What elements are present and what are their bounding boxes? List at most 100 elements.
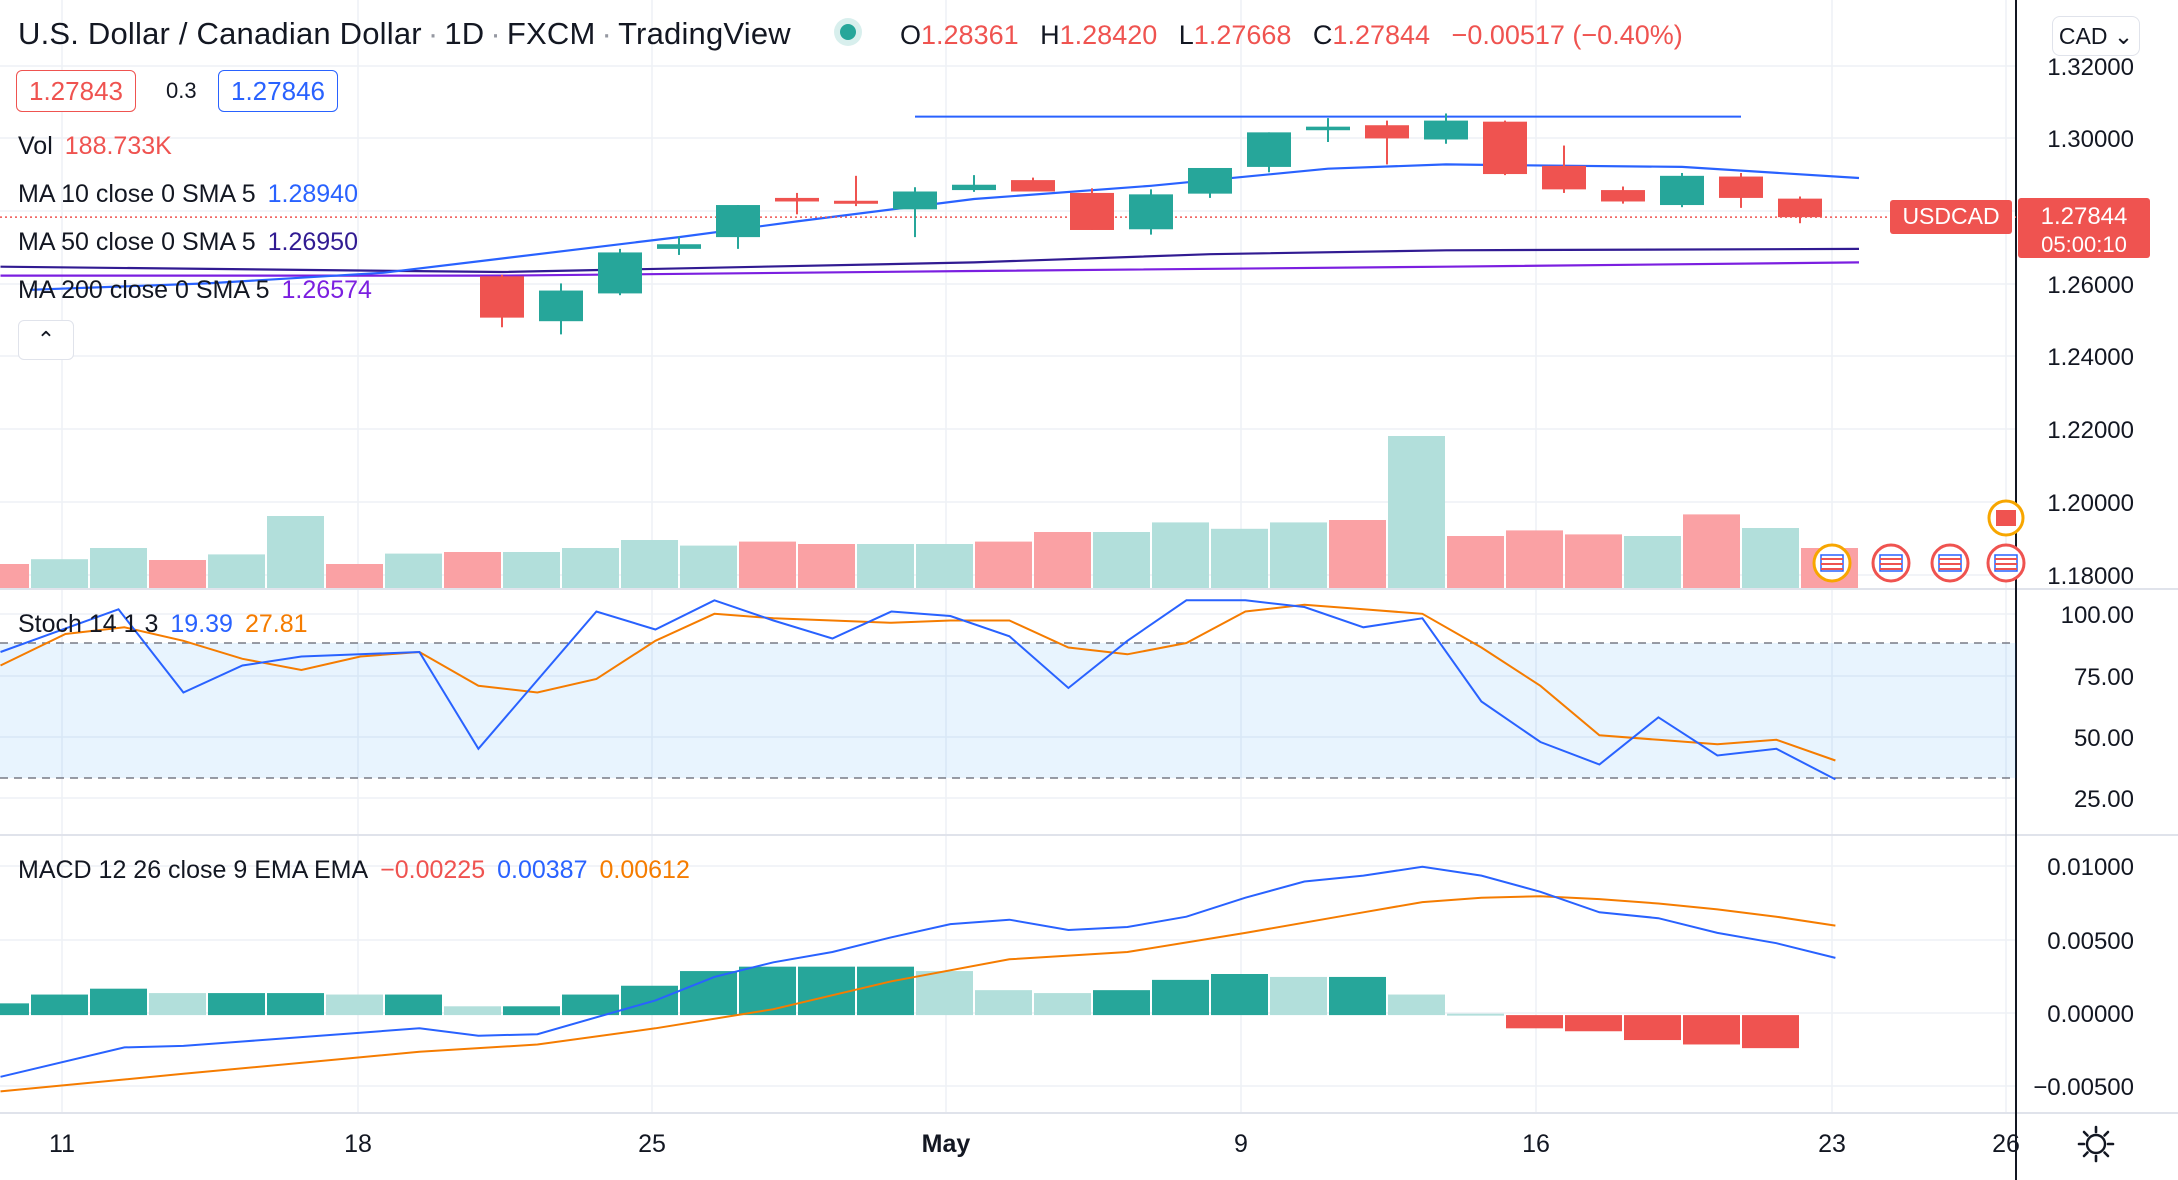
- volume-bar: [857, 544, 914, 588]
- stoch-tick-label: 100.00: [2061, 602, 2134, 629]
- event-flags[interactable]: [1812, 499, 2026, 583]
- macd-hist-bar: [385, 994, 442, 1016]
- macd-hist-bar: [1093, 990, 1150, 1016]
- time-tick-label: May: [922, 1130, 971, 1158]
- candle-body: [1365, 125, 1409, 139]
- macd-tick-label: −0.00500: [2033, 1074, 2134, 1101]
- volume-bar: [680, 545, 737, 588]
- macd-hist-bar: [1683, 1015, 1740, 1045]
- candle-body: [657, 244, 701, 249]
- macd-tick-label: 0.01000: [2047, 854, 2134, 881]
- macd-signal-value: 0.00612: [599, 856, 690, 884]
- volume-bar: [90, 548, 147, 588]
- ma10-value: 1.28940: [267, 180, 358, 208]
- macd-hist-bar: [621, 985, 678, 1016]
- volume-bar: [1388, 436, 1445, 588]
- candle-body: [1542, 165, 1586, 190]
- stochastic-lines: [0, 599, 1836, 781]
- macd-legend[interactable]: MACD 12 26 close 9 EMA EMA −0.00225 0.0038…: [18, 856, 690, 885]
- stoch-band-fill: [0, 643, 2016, 779]
- macd-hist-bar: [916, 971, 973, 1016]
- currency-selector[interactable]: CAD ⌄: [2052, 16, 2140, 56]
- macd-hist-bar: [0, 1003, 29, 1016]
- open-value: 1.28361: [921, 20, 1019, 50]
- ma200-legend[interactable]: MA 200 close 0 SMA 5 1.26574: [18, 276, 372, 305]
- volume-bar: [562, 548, 619, 588]
- volume-bar: [1093, 532, 1150, 588]
- volume-bar: [1270, 522, 1327, 588]
- brand: TradingView: [618, 16, 791, 51]
- macd-hist-bar: [1742, 1015, 1799, 1049]
- ohlc-values: O1.28361 H1.28420 L1.27668 C1.27844 −0.0…: [900, 20, 1697, 51]
- macd-lines: [0, 865, 1836, 1093]
- stoch-legend[interactable]: Stoch 14 1 3 19.39 27.81: [18, 610, 308, 639]
- time-tick-label: 23: [1818, 1130, 1846, 1158]
- grid-lines: [0, 0, 2016, 1112]
- macd-hist-bar: [90, 988, 147, 1016]
- volume-bar: [149, 560, 206, 588]
- stoch-k-value: 19.39: [170, 610, 233, 638]
- price-axis[interactable]: 1.32000 1.30000 1.26000 1.24000 1.22000 1.200…: [2033, 54, 2134, 1101]
- macd-tick-label: 0.00500: [2047, 928, 2134, 955]
- gear-icon[interactable]: [2076, 1124, 2116, 1164]
- interval[interactable]: 1D: [444, 16, 485, 51]
- macd-hist-bar: [1034, 993, 1091, 1016]
- volume-bar: [208, 554, 265, 588]
- volume-label: Vol: [18, 132, 53, 160]
- macd-value: 0.00387: [497, 856, 588, 884]
- low-label: L: [1178, 20, 1194, 50]
- stoch-d-line: [0, 603, 1836, 762]
- last-price-label: 1.27844: [2041, 203, 2128, 230]
- candle-body: [539, 290, 583, 322]
- stoch-label: Stoch 14 1 3: [18, 610, 159, 638]
- macd-tick-label: 0.00000: [2047, 1001, 2134, 1028]
- candle-body: [1660, 175, 1704, 206]
- ma200-value: 1.26574: [281, 276, 372, 304]
- macd-hist-bar: [1565, 1015, 1622, 1032]
- volume-bar: [267, 516, 324, 588]
- time-axis[interactable]: 11 18 25 May 9 16 23 26: [49, 1130, 2020, 1158]
- price-tick-label: 1.26000: [2047, 272, 2134, 299]
- stoch-band: [0, 642, 2016, 779]
- candle-body: [598, 252, 642, 294]
- macd-label: MACD 12 26 close 9 EMA EMA: [18, 856, 369, 884]
- time-tick-label: 18: [344, 1130, 372, 1158]
- buy-button[interactable]: 1.27846: [218, 70, 338, 112]
- sell-button[interactable]: 1.27843: [16, 70, 136, 112]
- last-price-box: [2018, 198, 2150, 258]
- ma50-legend[interactable]: MA 50 close 0 SMA 5 1.26950: [18, 228, 358, 257]
- candle-body: [1778, 198, 1822, 218]
- macd-histogram: [0, 966, 1799, 1049]
- ma50-value: 1.26950: [267, 228, 358, 256]
- time-tick-label: 25: [638, 1130, 666, 1158]
- volume-legend[interactable]: Vol 188.733K: [18, 132, 172, 161]
- collapse-legend-button[interactable]: ⌃: [18, 320, 74, 360]
- ma10-legend[interactable]: MA 10 close 0 SMA 5 1.28940: [18, 180, 358, 209]
- time-tick-label: 11: [49, 1130, 75, 1158]
- volume-bar: [1329, 520, 1386, 588]
- volume-bar: [975, 541, 1032, 588]
- stoch-tick-label: 50.00: [2074, 725, 2134, 752]
- exchange: FXCM: [506, 16, 596, 51]
- price-tick-label: 1.30000: [2047, 126, 2134, 153]
- candle-body: [834, 200, 878, 204]
- macd-hist-bar: [208, 993, 265, 1016]
- volume-bar: [1683, 514, 1740, 588]
- volume-bar: [1742, 528, 1799, 588]
- candle-body: [1483, 121, 1527, 175]
- volume-bar: [739, 541, 796, 588]
- candle-body: [1601, 190, 1645, 202]
- macd-hist-bar: [857, 966, 914, 1016]
- high-value: 1.28420: [1059, 20, 1158, 50]
- time-tick-label: 16: [1522, 1130, 1550, 1158]
- price-tick-label: 1.24000: [2047, 344, 2134, 371]
- macd-signal-line: [0, 895, 1836, 1093]
- symbol-title[interactable]: U.S. Dollar / Canadian Dollar · 1D · FXCM · Tr…: [18, 16, 791, 51]
- symbol-tag-label: USDCAD: [1902, 203, 1999, 229]
- ma50-line: [0, 247, 1860, 274]
- macd-hist-bar: [1447, 1013, 1504, 1016]
- macd-hist-bar: [739, 966, 796, 1016]
- time-tick-label: 9: [1234, 1130, 1248, 1158]
